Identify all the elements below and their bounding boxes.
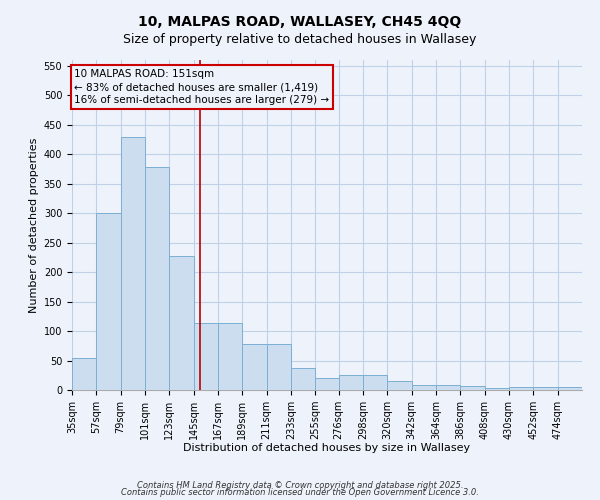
Bar: [267, 344, 291, 390]
Bar: [509, 387, 533, 390]
Bar: [338, 376, 363, 390]
Bar: [363, 376, 387, 390]
X-axis label: Distribution of detached houses by size in Wallasey: Distribution of detached houses by size …: [184, 444, 470, 454]
Text: Contains HM Land Registry data © Crown copyright and database right 2025.: Contains HM Land Registry data © Crown c…: [137, 480, 463, 490]
Bar: [121, 136, 145, 390]
Bar: [436, 386, 460, 390]
Bar: [97, 213, 121, 390]
Bar: [242, 344, 267, 390]
Bar: [412, 386, 436, 390]
Bar: [169, 256, 194, 390]
Text: 10, MALPAS ROAD, WALLASEY, CH45 4QQ: 10, MALPAS ROAD, WALLASEY, CH45 4QQ: [139, 15, 461, 29]
Bar: [557, 387, 582, 390]
Text: 10 MALPAS ROAD: 151sqm
← 83% of detached houses are smaller (1,419)
16% of semi-: 10 MALPAS ROAD: 151sqm ← 83% of detached…: [74, 69, 329, 105]
Bar: [533, 387, 557, 390]
Bar: [316, 378, 340, 390]
Bar: [291, 368, 316, 390]
Y-axis label: Number of detached properties: Number of detached properties: [29, 138, 40, 312]
Bar: [460, 386, 485, 390]
Bar: [485, 388, 509, 390]
Bar: [145, 167, 169, 390]
Text: Contains public sector information licensed under the Open Government Licence 3.: Contains public sector information licen…: [121, 488, 479, 497]
Bar: [72, 358, 97, 390]
Bar: [218, 324, 242, 390]
Bar: [387, 381, 412, 390]
Text: Size of property relative to detached houses in Wallasey: Size of property relative to detached ho…: [124, 32, 476, 46]
Bar: [194, 324, 218, 390]
